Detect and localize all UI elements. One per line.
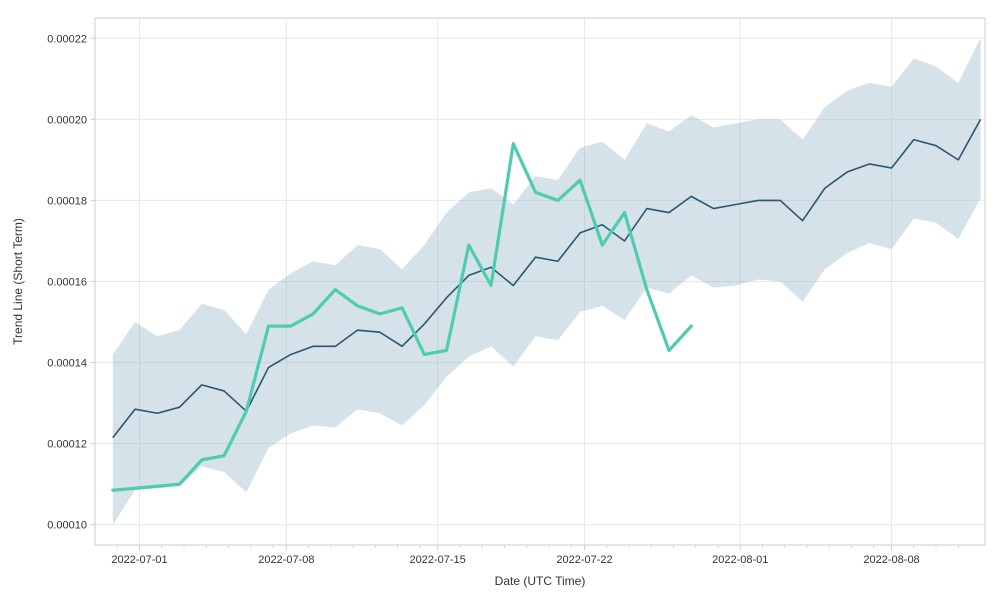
x-tick-label: 2022-07-01 [111, 554, 167, 566]
chart-svg: 0.00010 0.00012 0.00014 0.00016 0.00018 0.000… [0, 0, 1000, 600]
y-tick-label: 0.00010 [47, 520, 87, 532]
y-tick-label: 0.00022 [47, 33, 87, 45]
y-tick-label: 0.00020 [47, 114, 87, 126]
x-tick-label: 2022-07-08 [258, 554, 314, 566]
y-axis-label: Trend Line (Short Term) [11, 218, 25, 345]
x-tick-label: 2022-08-08 [863, 554, 919, 566]
y-tick-label: 0.00016 [47, 277, 87, 289]
x-axis-label: Date (UTC Time) [495, 574, 586, 588]
y-tick-label: 0.00012 [47, 439, 87, 451]
y-tick-label: 0.00014 [47, 358, 87, 370]
x-tick-label: 2022-08-01 [712, 554, 768, 566]
y-tick-label: 0.00018 [47, 195, 87, 207]
x-tick-label: 2022-07-15 [410, 554, 466, 566]
x-tick-label: 2022-07-22 [556, 554, 612, 566]
trend-chart: 0.00010 0.00012 0.00014 0.00016 0.00018 0.000… [0, 0, 1000, 600]
